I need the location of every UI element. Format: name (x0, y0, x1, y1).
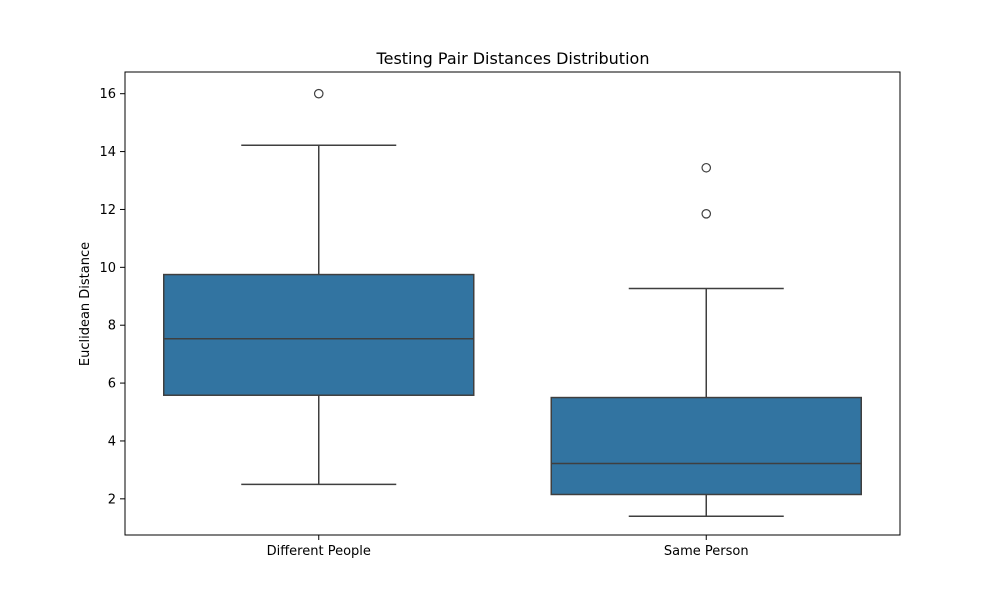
x-tick-label: Same Person (664, 544, 749, 559)
iqr-box (550, 396, 862, 496)
y-axis-label: Euclidean Distance (78, 242, 93, 366)
box-group (550, 162, 862, 517)
y-tick-label: 12 (99, 203, 116, 218)
y-tick-label: 14 (99, 145, 116, 160)
plot-area (163, 88, 862, 517)
x-tick-label: Different People (267, 544, 371, 559)
y-tick-label: 4 (108, 434, 116, 449)
plot-frame (124, 71, 901, 536)
y-tick-label: 6 (108, 377, 116, 392)
box-group (163, 88, 475, 486)
outlier-point (313, 88, 324, 99)
outlier-point (701, 162, 712, 173)
outlier-point (701, 208, 712, 219)
iqr-box (163, 273, 475, 396)
x-axis: Different People Same Person (267, 535, 749, 559)
y-tick-label: 10 (99, 261, 116, 276)
y-tick-label: 16 (99, 87, 116, 102)
y-axis: 2 4 6 8 10 12 14 16 (99, 87, 125, 507)
chart-title: Testing Pair Distances Distribution (376, 49, 650, 68)
y-tick-label: 2 (108, 492, 116, 507)
y-tick-label: 8 (108, 319, 116, 334)
